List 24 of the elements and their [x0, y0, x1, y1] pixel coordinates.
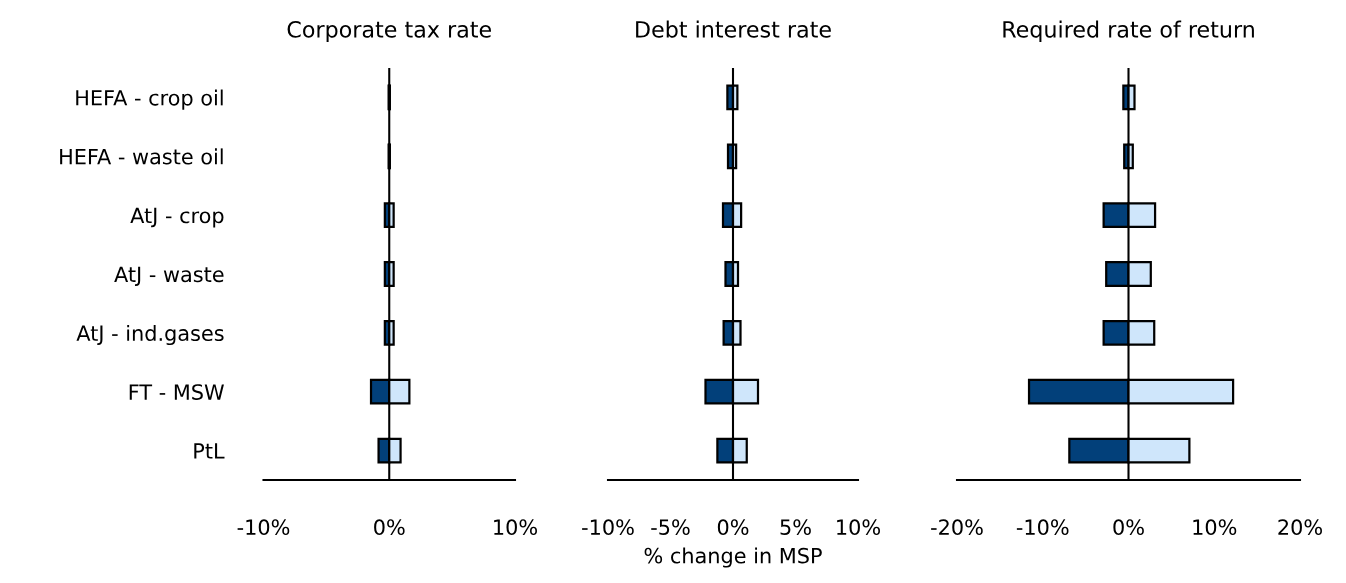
x-tick-label: 10% [494, 519, 537, 536]
y-tick-label: HEFA - waste oil [60, 148, 223, 165]
chart-title: Required rate of return [1003, 20, 1254, 43]
x-tick-label: 0% [374, 519, 405, 536]
x-tick-label: 0% [717, 519, 749, 536]
x-axis-title: % change in MSP [644, 547, 822, 568]
x-tick-label: -10% [1016, 519, 1069, 536]
x-tick-label: -10% [582, 519, 634, 536]
x-tick-label: -10% [237, 519, 290, 536]
y-tick-label: FT - MSW [129, 384, 224, 400]
x-tick-label: 20% [1278, 519, 1322, 536]
chart-title: Debt interest rate [636, 20, 831, 38]
y-tick-label: PtL [194, 443, 225, 459]
chart-title: Corporate tax rate [287, 20, 491, 43]
y-tick-label: AtJ - waste [114, 266, 224, 287]
x-tick-label: 10% [1193, 519, 1237, 536]
y-tick-label: HEFA - crop oil [76, 89, 223, 110]
x-tick-label: 10% [837, 519, 880, 536]
x-tick-label: 5% [780, 519, 811, 536]
y-tick-label: AtJ - crop [130, 207, 224, 228]
y-tick-label: AtJ - ind.gases [76, 324, 224, 346]
x-tick-label: -20% [931, 519, 983, 536]
x-tick-label: -5% [651, 519, 690, 536]
x-tick-label: 0% [1113, 519, 1144, 536]
